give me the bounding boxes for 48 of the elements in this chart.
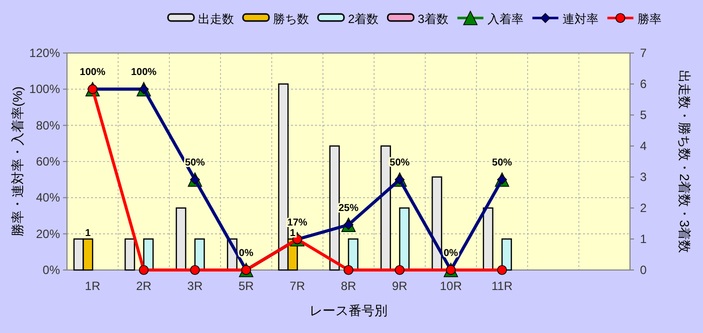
- y-tick-label: 40%: [36, 190, 60, 205]
- data-label: 1: [85, 228, 92, 239]
- legend-label: 2着数: [348, 12, 379, 26]
- y2-tick-label: 4: [640, 139, 647, 153]
- x-tick-label: 10R: [440, 279, 462, 293]
- y2-tick-label: 3: [640, 170, 647, 184]
- point: [344, 265, 354, 275]
- data-label: 100%: [130, 67, 157, 78]
- bar: [501, 238, 512, 271]
- x-tick-label: 7R: [290, 279, 306, 293]
- y-tick-label: 80%: [36, 118, 60, 132]
- y-axis-title: 勝率・連対率・入着率(%): [10, 86, 25, 237]
- x-tick-label: 9R: [392, 279, 408, 293]
- x-tick-label: 1R: [84, 279, 101, 293]
- data-label: 0%: [238, 248, 254, 259]
- legend-label: 勝率: [637, 12, 662, 26]
- x-tick-label: 2R: [136, 279, 152, 293]
- y2-tick-label: 7: [640, 46, 647, 60]
- y2-tick-label: 5: [640, 108, 647, 122]
- y2-tick-label: 6: [640, 77, 647, 91]
- legend-label: 勝ち数: [273, 12, 309, 26]
- legend-label: 入着率: [487, 12, 524, 26]
- x-axis-title: レース番号別: [310, 303, 388, 318]
- y2-tick-label: 2: [640, 201, 647, 215]
- legend-label: 連対率: [562, 12, 598, 26]
- x-tick-label: 8R: [340, 279, 356, 293]
- x-tick-label: 11R: [491, 279, 513, 293]
- y-tick-label: 100%: [29, 82, 60, 96]
- point: [497, 265, 507, 275]
- bar: [124, 238, 136, 271]
- y2-axis-title: 出走数・勝ち数・2着数・3着数: [677, 70, 692, 254]
- data-label: 0%: [444, 248, 458, 259]
- x-tick-label: 5R: [238, 279, 254, 293]
- data-label: 1: [290, 228, 296, 239]
- point: [394, 265, 405, 275]
- data-label: 50%: [492, 158, 512, 169]
- data-label: 100%: [80, 67, 106, 78]
- legend-label: 出走数: [198, 12, 234, 26]
- y2-tick-label: 1: [640, 232, 647, 246]
- y-tick-label: 0%: [42, 263, 60, 277]
- y-tick-label: 20%: [36, 226, 60, 241]
- y2-tick-label: 0: [640, 263, 647, 277]
- x-tick-label: 3R: [187, 279, 203, 293]
- point: [138, 265, 149, 275]
- y-tick-label: 120%: [29, 46, 60, 60]
- legend-label: 3着数: [418, 12, 448, 26]
- y-tick-label: 60%: [36, 154, 60, 168]
- point: [190, 265, 200, 275]
